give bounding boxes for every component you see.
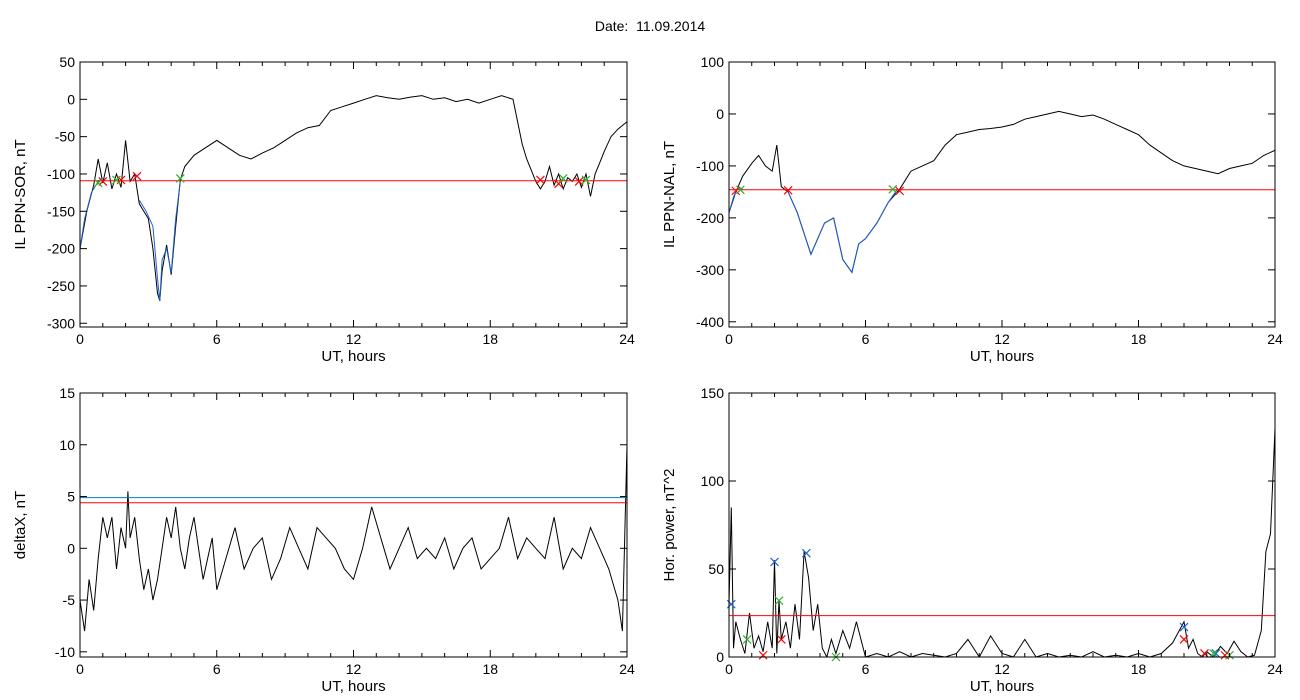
y-tick-label: -100 — [696, 158, 724, 174]
x-tick-label: 24 — [1267, 331, 1283, 347]
y-tick-label: 100 — [701, 54, 725, 70]
y-tick-label: 15 — [59, 385, 75, 401]
figure-title: Date: 11.09.2014 — [0, 18, 1300, 34]
cross-marker — [776, 634, 786, 644]
cross-marker — [783, 185, 793, 195]
series-line-1 — [729, 428, 1275, 657]
x-tick-label: 0 — [725, 661, 733, 677]
chart-panel-1: 0 6 12 18 24 50 0 -50 -100 -150 -200 -250 -300 UT, ho… — [12, 54, 635, 365]
x-tick-label: 18 — [482, 661, 498, 677]
series-line-3 — [787, 189, 898, 274]
cross-marker — [93, 178, 103, 188]
y-tick-label: -5 — [63, 592, 76, 608]
y-tick-label: -300 — [696, 262, 724, 278]
date-value: 11.09.2014 — [636, 18, 706, 34]
cross-marker — [112, 175, 121, 185]
x-tick-label: 12 — [994, 661, 1010, 677]
x-tick-label: 6 — [862, 661, 870, 677]
plot-frame — [728, 392, 1276, 658]
cross-marker — [1209, 649, 1218, 658]
x-axis-label: UT, hours — [970, 678, 1034, 695]
y-tick-label: -300 — [47, 315, 75, 331]
y-tick-label: 0 — [716, 106, 724, 122]
cross-marker — [726, 599, 736, 609]
y-tick-label: -150 — [47, 203, 75, 219]
x-tick-label: 18 — [1131, 331, 1147, 347]
cross-marker — [774, 596, 784, 606]
cross-marker — [895, 186, 905, 196]
y-axis-label: IL PPN-SOR, nT — [12, 139, 29, 249]
cross-marker — [175, 174, 185, 183]
cross-marker — [1200, 649, 1209, 658]
date-label: Date: — [594, 18, 629, 34]
chart-panel-3: 0 6 12 18 24 15 10 5 0 -5 -10 UT, hours deltaX, nT — [12, 385, 635, 695]
x-tick-label: 12 — [346, 331, 362, 347]
y-axis-label: Hor. power, nT^2 — [661, 469, 678, 582]
plot-frame — [79, 392, 628, 658]
chart-panel-2: 0 6 12 18 24 100 0 -100 -200 -300 -400 UT, hours IL … — [661, 54, 1283, 365]
series-line-3 — [138, 181, 181, 301]
y-tick-label: 10 — [59, 437, 75, 453]
x-tick-label: 6 — [213, 661, 221, 677]
y-tick-label: -50 — [55, 129, 75, 145]
x-tick-label: 6 — [213, 331, 221, 347]
y-axis-label: deltaX, nT — [12, 491, 29, 559]
x-tick-label: 18 — [482, 331, 498, 347]
x-tick-label: 0 — [725, 331, 733, 347]
x-tick-label: 24 — [619, 661, 635, 677]
series-line-2 — [80, 177, 104, 249]
cross-marker — [1179, 634, 1189, 644]
x-axis-label: UT, hours — [321, 348, 385, 365]
y-tick-label: 0 — [67, 91, 75, 107]
series-line-1 — [80, 444, 627, 632]
x-tick-label: 24 — [1267, 661, 1283, 677]
cross-marker — [801, 548, 811, 558]
y-tick-label: -10 — [55, 644, 75, 660]
series-line-2 — [729, 185, 743, 213]
y-axis-label: IL PPN-NAL, nT — [661, 141, 678, 248]
cross-marker — [558, 174, 568, 183]
y-tick-label: 100 — [701, 473, 725, 489]
y-tick-label: -100 — [47, 166, 75, 182]
x-axis-label: UT, hours — [321, 678, 385, 695]
y-tick-label: -200 — [47, 241, 75, 257]
x-tick-label: 0 — [76, 661, 84, 677]
y-tick-label: -200 — [696, 210, 724, 226]
series-line-1 — [80, 95, 627, 302]
cross-marker — [1220, 650, 1230, 660]
x-tick-label: 18 — [1131, 661, 1147, 677]
y-tick-label: -250 — [47, 278, 75, 294]
y-tick-label: 0 — [67, 540, 75, 556]
x-tick-label: 6 — [862, 331, 870, 347]
cross-marker — [770, 557, 779, 567]
y-tick-label: 150 — [701, 385, 725, 401]
x-tick-label: 0 — [76, 331, 84, 347]
cross-marker — [742, 634, 752, 644]
x-tick-label: 24 — [619, 331, 635, 347]
series-line-1 — [729, 110, 1275, 274]
cross-marker — [1211, 649, 1221, 658]
cross-marker — [581, 175, 591, 185]
plot-frame — [79, 61, 628, 328]
cross-marker — [758, 650, 768, 660]
chart-panel-4: 0 6 12 18 24 150 100 50 0 UT, hours Hor. power, nT… — [661, 385, 1283, 695]
plot-frame — [728, 61, 1276, 328]
cross-marker — [574, 177, 584, 186]
y-tick-label: 50 — [708, 561, 724, 577]
cross-marker — [535, 175, 545, 185]
x-tick-label: 12 — [994, 331, 1010, 347]
cross-marker — [1179, 622, 1189, 632]
x-axis-label: UT, hours — [970, 348, 1034, 365]
x-tick-label: 12 — [346, 661, 362, 677]
cross-marker — [888, 184, 898, 194]
y-tick-label: 0 — [716, 649, 724, 665]
y-tick-label: 5 — [67, 489, 75, 505]
cross-marker — [132, 171, 142, 181]
y-tick-label: 50 — [59, 54, 75, 70]
cross-marker — [735, 185, 745, 195]
y-tick-label: -400 — [696, 314, 724, 330]
